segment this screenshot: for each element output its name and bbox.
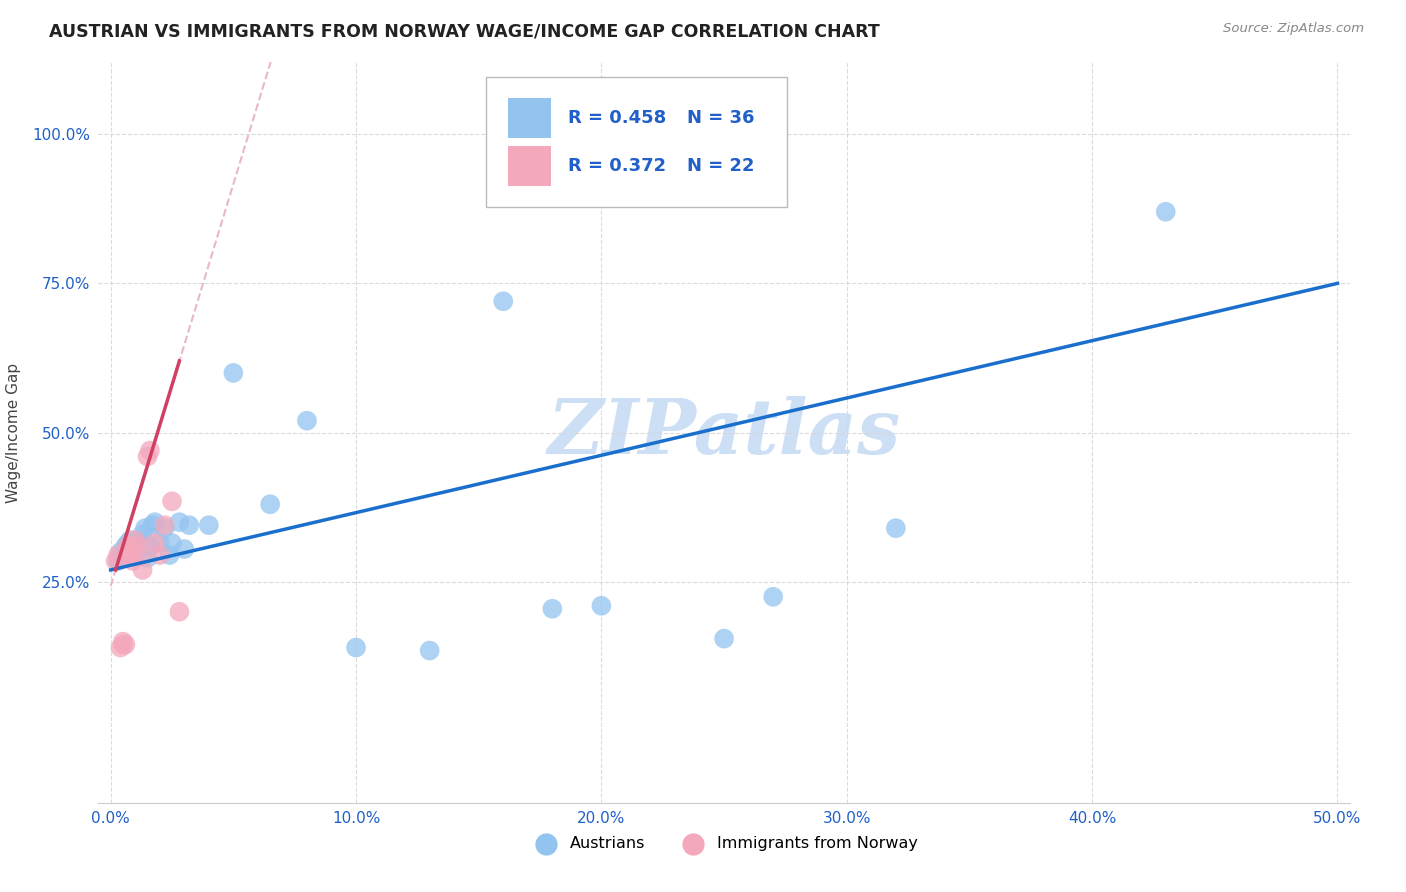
Point (143, 515, 166, 529)
Point (179, 518, 201, 533)
Point (129, 533, 152, 547)
Point (143, 536, 166, 550)
Text: ZIPatlas: ZIPatlas (547, 396, 901, 469)
Point (127, 539, 149, 553)
Point (139, 443, 162, 458)
Point (136, 450, 159, 464)
Point (344, 640, 367, 655)
Point (107, 548, 129, 562)
Text: R = 0.458: R = 0.458 (568, 109, 666, 127)
Point (111, 638, 134, 652)
Point (295, 414, 318, 428)
Point (160, 494, 183, 508)
Point (117, 536, 139, 550)
Point (153, 521, 176, 535)
Point (173, 542, 195, 557)
Text: N = 22: N = 22 (686, 157, 754, 175)
Point (114, 539, 136, 553)
Point (169, 515, 191, 529)
FancyBboxPatch shape (508, 97, 551, 138)
Point (131, 563, 153, 577)
Point (149, 548, 172, 562)
Point (121, 554, 143, 568)
Point (124, 533, 146, 547)
Point (153, 518, 176, 533)
Point (120, 548, 142, 562)
Point (419, 643, 441, 657)
Point (110, 640, 132, 655)
Point (198, 518, 221, 533)
Point (141, 518, 163, 533)
Point (129, 548, 152, 562)
Point (117, 548, 139, 562)
Point (120, 533, 142, 547)
Point (591, 599, 613, 613)
Text: AUSTRIAN VS IMMIGRANTS FROM NORWAY WAGE/INCOME GAP CORRELATION CHART: AUSTRIAN VS IMMIGRANTS FROM NORWAY WAGE/… (49, 22, 880, 40)
Point (259, 497, 281, 511)
Point (107, 554, 129, 568)
Point (169, 605, 191, 619)
Point (131, 527, 153, 541)
Point (159, 548, 181, 562)
Point (121, 542, 143, 557)
Point (111, 548, 134, 562)
Point (120, 539, 142, 553)
Point (1154, 204, 1177, 219)
Point (713, 632, 735, 646)
FancyBboxPatch shape (486, 78, 787, 207)
Point (762, 590, 785, 604)
Point (139, 539, 162, 553)
Point (160, 536, 183, 550)
Y-axis label: Wage/Income Gap: Wage/Income Gap (6, 362, 21, 503)
Legend: Austrians, Immigrants from Norway: Austrians, Immigrants from Norway (523, 830, 925, 858)
Point (541, 601, 564, 615)
Point (884, 521, 907, 535)
Point (111, 634, 134, 648)
Text: Source: ZipAtlas.com: Source: ZipAtlas.com (1223, 22, 1364, 36)
Point (492, 294, 515, 309)
Point (127, 539, 149, 553)
Point (136, 551, 159, 566)
Point (149, 536, 172, 550)
Point (222, 366, 245, 380)
Text: R = 0.372: R = 0.372 (568, 157, 666, 175)
Point (117, 539, 139, 553)
FancyBboxPatch shape (508, 145, 551, 186)
Point (114, 638, 136, 652)
Text: N = 36: N = 36 (686, 109, 754, 127)
Point (104, 554, 127, 568)
Point (134, 521, 156, 535)
Point (124, 548, 146, 562)
Point (110, 545, 132, 559)
